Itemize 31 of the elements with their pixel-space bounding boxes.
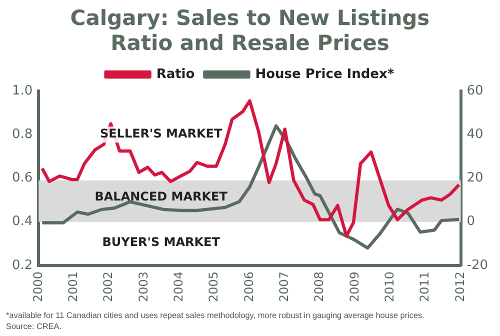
source-note: Source: CREA. [5,321,63,332]
y2-tick-label: 0 [466,214,476,230]
x-tick-label: 2005 [206,271,221,302]
y-tick-label: 0.4 [12,214,33,230]
x-tick-label: 2000 [30,271,45,302]
y2-tick-label: 60 [466,83,484,98]
x-tick-label: 2003 [136,271,150,302]
x-tick-label: 2002 [101,271,116,302]
x-tick-label: 2001 [66,271,80,302]
x-tick-label: 2012 [452,271,467,302]
x-tick-label: 2007 [277,271,292,302]
y-tick-label: 0.2 [12,258,33,273]
chart-title: Calgary: Sales to New Listings Ratio and Resale Prices [69,5,431,57]
x-tick-label: 2011 [418,271,432,302]
annotation: SELLER'S MARKET [100,126,223,141]
legend-label: Ratio [156,66,195,82]
x-tick-label: 2006 [242,271,256,302]
y-tick-label: 0.6 [12,170,33,186]
text: *available for 11 Canadian cities and uses repeat sales methodology, more robust in gauging average house prices. [5,310,426,321]
y-tick-label: 1.0 [12,83,33,98]
x-tick-label: 2008 [312,271,326,302]
y2-tick-label: 40 [466,126,484,142]
x-tick-label: 2004 [171,271,186,302]
legend-label: House Price Index* [255,66,394,82]
band-label: BALANCED MARKET [94,189,228,204]
y-tick-label: 0.8 [12,126,33,142]
annotation: BUYER'S MARKET [102,234,221,249]
y2-tick-label: 20 [466,170,484,186]
x-tick-label: 2010 [382,271,397,302]
x-tick-label: 2009 [347,271,362,302]
y2-tick-label: -20 [466,258,488,273]
